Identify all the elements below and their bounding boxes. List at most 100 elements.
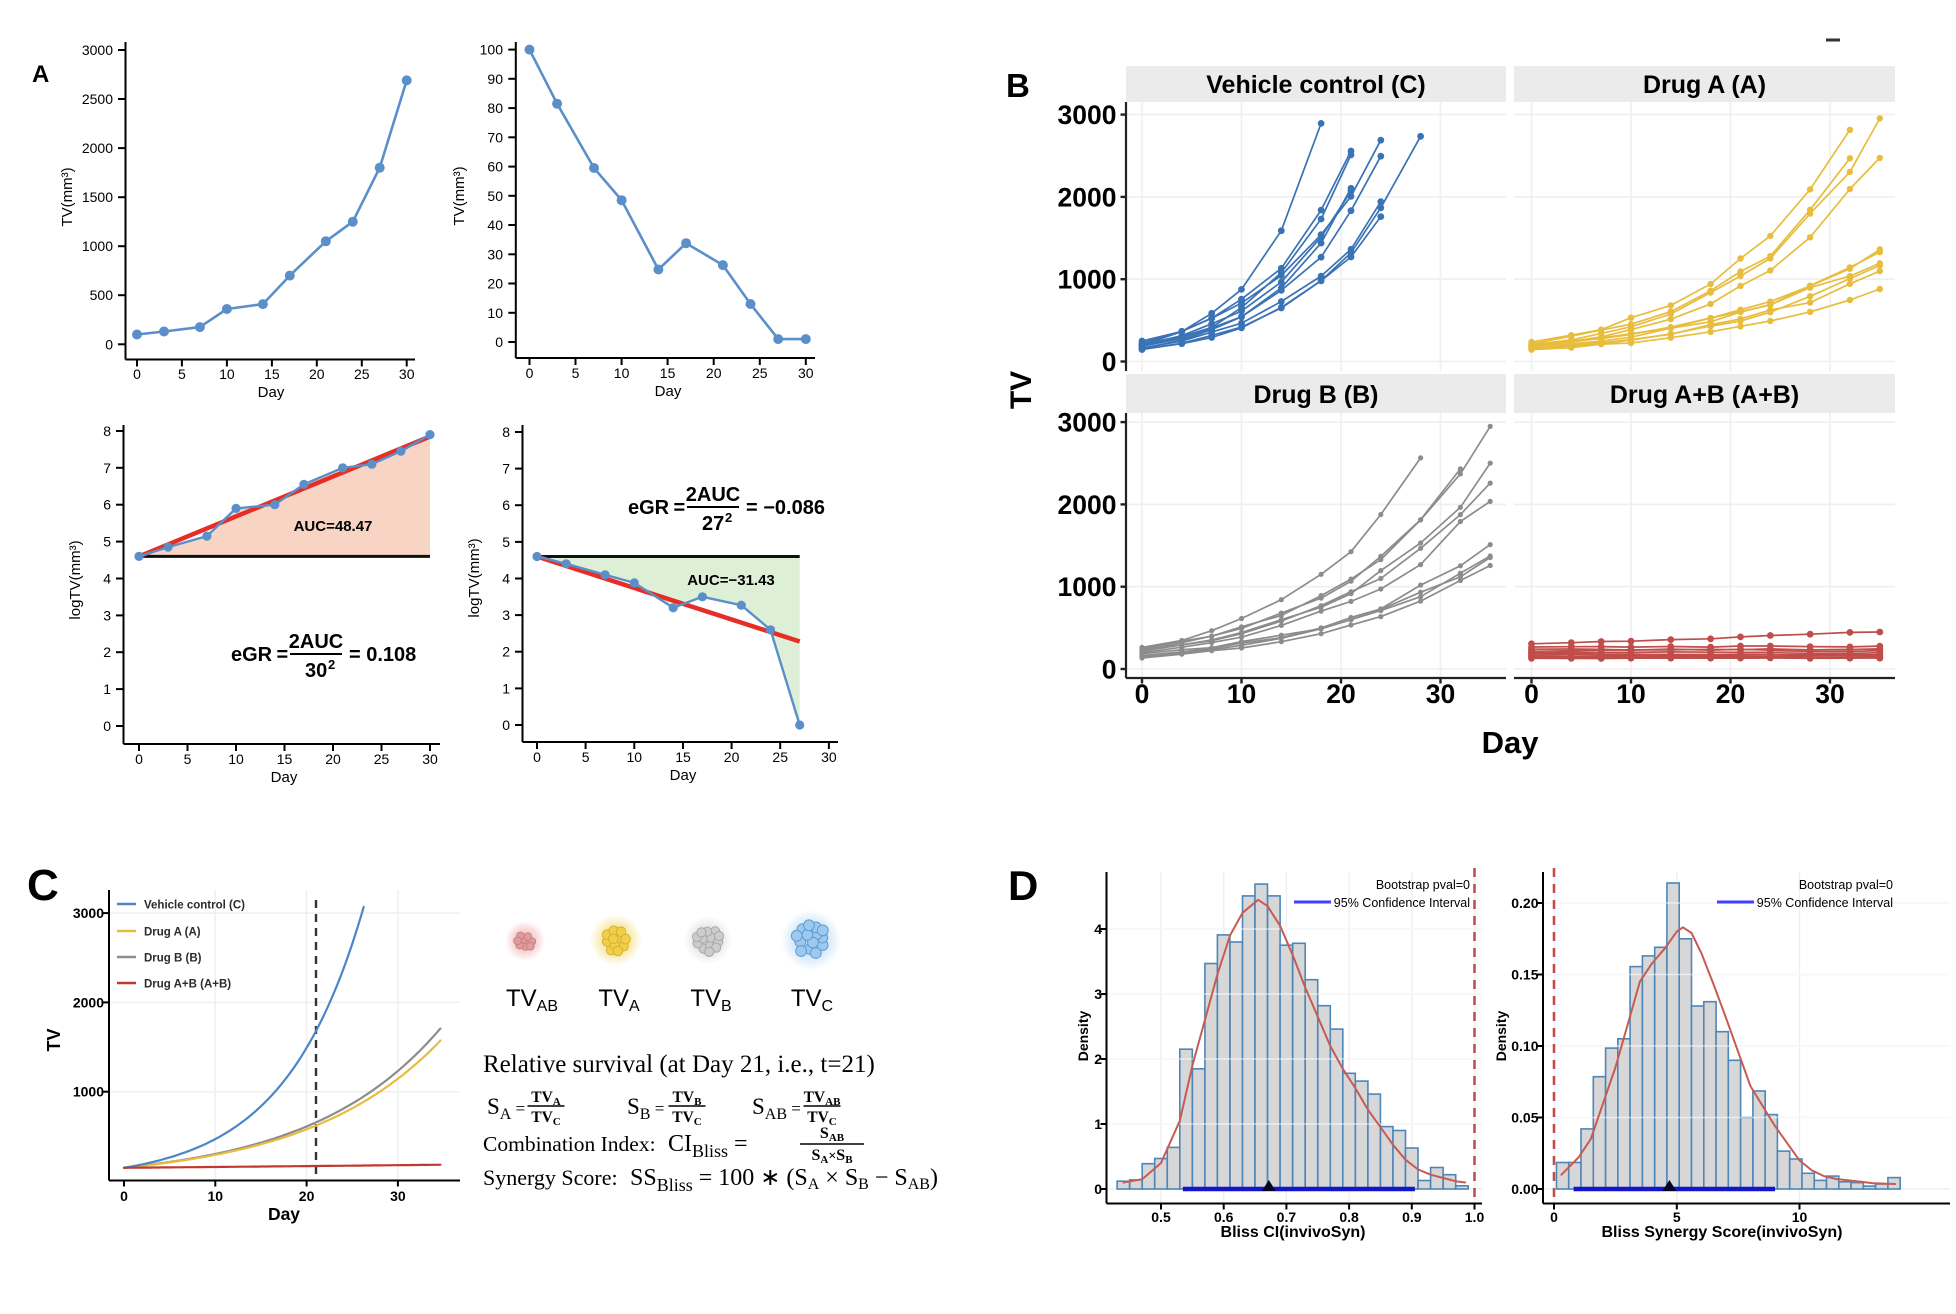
svg-text:20: 20	[487, 276, 503, 292]
svg-text:TVAB: TVAB	[506, 985, 558, 1015]
svg-text:7: 7	[103, 460, 111, 476]
svg-text:0: 0	[120, 1188, 128, 1204]
svg-text:A: A	[32, 61, 49, 88]
svg-text:5: 5	[178, 366, 186, 382]
svg-text:1: 1	[1094, 1116, 1102, 1132]
svg-text:Bliss CI(invivoSyn): Bliss CI(invivoSyn)	[1221, 1224, 1366, 1241]
svg-text:0: 0	[1102, 655, 1117, 685]
svg-text:10: 10	[1792, 1209, 1808, 1225]
svg-text:15: 15	[277, 751, 293, 767]
svg-text:TV(mm³): TV(mm³)	[59, 167, 76, 226]
svg-text:Day: Day	[268, 1204, 300, 1224]
svg-text:10: 10	[614, 365, 630, 381]
svg-text:SB =: SB =	[627, 1094, 664, 1123]
svg-text:Day: Day	[271, 769, 298, 786]
svg-text:5: 5	[582, 749, 590, 765]
svg-text:70: 70	[487, 129, 503, 145]
svg-text:= −0.086: = −0.086	[746, 497, 825, 519]
svg-text:2000: 2000	[1058, 182, 1117, 212]
svg-text:Vehicle control (C): Vehicle control (C)	[144, 900, 245, 912]
svg-text:0: 0	[1094, 1181, 1102, 1197]
svg-text:TV: TV	[44, 1028, 64, 1051]
svg-text:30: 30	[487, 246, 503, 262]
svg-text:30: 30	[1815, 679, 1844, 709]
svg-text:Drug A (A): Drug A (A)	[144, 927, 201, 939]
svg-text:3000: 3000	[1058, 100, 1117, 130]
svg-text:5: 5	[1673, 1209, 1681, 1225]
svg-text:1000: 1000	[73, 1084, 104, 1100]
svg-text:30: 30	[390, 1188, 406, 1204]
svg-text:0.9: 0.9	[1402, 1209, 1422, 1225]
svg-text:0: 0	[1550, 1209, 1558, 1225]
svg-text:Bootstrap pval=0: Bootstrap pval=0	[1376, 878, 1470, 892]
svg-text:95% Confidence Interval: 95% Confidence Interval	[1334, 896, 1470, 910]
svg-text:30: 30	[305, 660, 327, 682]
svg-text:500: 500	[90, 287, 114, 303]
svg-text:1000: 1000	[1058, 572, 1117, 602]
svg-text:0.6: 0.6	[1214, 1209, 1234, 1225]
svg-text:7: 7	[502, 461, 510, 477]
svg-text:5: 5	[184, 751, 192, 767]
svg-text:0: 0	[533, 749, 541, 765]
svg-text:5: 5	[572, 365, 580, 381]
svg-text:3000: 3000	[82, 42, 113, 58]
svg-text:25: 25	[354, 366, 370, 382]
svg-text:15: 15	[675, 749, 691, 765]
svg-text:20: 20	[309, 366, 325, 382]
svg-text:25: 25	[374, 751, 390, 767]
svg-text:3: 3	[502, 607, 510, 623]
svg-text:logTV(mm³): logTV(mm³)	[466, 538, 483, 617]
svg-text:AUC=−31.43: AUC=−31.43	[687, 572, 775, 589]
svg-text:Bliss Synergy Score(invivoSyn): Bliss Synergy Score(invivoSyn)	[1602, 1224, 1843, 1241]
svg-text:1: 1	[103, 681, 111, 697]
svg-text:30: 30	[798, 365, 814, 381]
svg-text:TVC: TVC	[672, 1109, 702, 1128]
svg-text:0.8: 0.8	[1339, 1209, 1359, 1225]
svg-text:TVC: TVC	[791, 985, 833, 1015]
svg-text:C: C	[27, 861, 59, 910]
svg-text:1000: 1000	[1058, 265, 1117, 295]
svg-text:logTV(mm³): logTV(mm³)	[67, 540, 84, 619]
svg-text:Drug A (A): Drug A (A)	[1643, 71, 1766, 99]
svg-text:1500: 1500	[82, 189, 113, 205]
svg-text:5: 5	[103, 534, 111, 550]
svg-text:5: 5	[502, 534, 510, 550]
svg-text:10: 10	[219, 366, 235, 382]
svg-text:1.0: 1.0	[1465, 1209, 1485, 1225]
svg-text:0.15: 0.15	[1511, 967, 1538, 983]
svg-text:Day: Day	[258, 384, 285, 401]
svg-text:AUC=48.47: AUC=48.47	[294, 518, 373, 535]
svg-text:100: 100	[480, 42, 504, 58]
svg-text:2: 2	[103, 644, 111, 660]
svg-text:1000: 1000	[82, 238, 113, 254]
svg-text:SSBliss = 100 ∗ (SA × SB − SAB: SSBliss = 100 ∗ (SA × SB − SAB)	[630, 1165, 938, 1195]
svg-text:0: 0	[105, 336, 113, 352]
svg-text:0: 0	[133, 366, 141, 382]
svg-text:CIBliss =: CIBliss =	[668, 1131, 748, 1161]
svg-text:0: 0	[103, 718, 111, 734]
svg-text:2: 2	[328, 657, 335, 672]
svg-text:0.05: 0.05	[1511, 1110, 1538, 1126]
svg-text:50: 50	[487, 188, 503, 204]
svg-text:10: 10	[487, 305, 503, 321]
svg-text:Bootstrap pval=0: Bootstrap pval=0	[1799, 878, 1893, 892]
svg-text:2: 2	[502, 644, 510, 660]
svg-text:4: 4	[502, 571, 510, 587]
svg-text:Density: Density	[1493, 1011, 1509, 1062]
svg-text:Synergy Score:: Synergy Score:	[483, 1165, 618, 1190]
svg-text:30: 30	[821, 749, 837, 765]
svg-text:1: 1	[502, 680, 510, 696]
svg-text:SAB =: SAB =	[752, 1094, 801, 1123]
svg-text:0: 0	[502, 717, 510, 733]
svg-text:10: 10	[627, 749, 643, 765]
svg-text:2: 2	[1094, 1051, 1102, 1067]
svg-text:SA =: SA =	[487, 1094, 525, 1123]
svg-text:0.7: 0.7	[1277, 1209, 1297, 1225]
svg-text:0: 0	[1524, 679, 1539, 709]
svg-text:2500: 2500	[82, 91, 113, 107]
svg-text:27: 27	[702, 513, 724, 535]
svg-text:4: 4	[1094, 921, 1102, 937]
svg-text:2AUC: 2AUC	[686, 484, 740, 506]
svg-text:90: 90	[487, 71, 503, 87]
svg-text:20: 20	[1716, 679, 1745, 709]
